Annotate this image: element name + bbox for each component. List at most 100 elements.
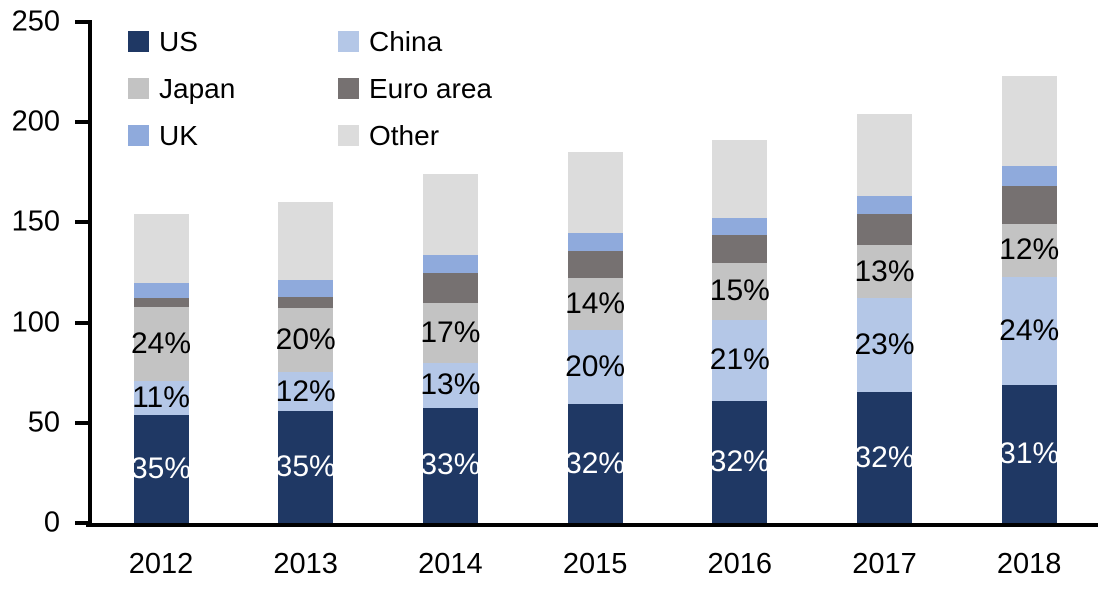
bar-segment-label: 20%	[275, 323, 336, 357]
y-axis-line	[88, 20, 92, 527]
bar-segment	[422, 303, 478, 363]
x-axis-line	[86, 523, 1098, 527]
bar-segment-label: 15%	[709, 274, 770, 308]
legend-item: Euro area	[338, 72, 492, 104]
y-tick-label: 0	[43, 506, 60, 539]
x-category-label: 2016	[707, 548, 773, 580]
bar-segment	[857, 195, 912, 214]
bar-segment	[567, 152, 623, 234]
bar-segment-label: 21%	[709, 343, 770, 377]
legend-label: Other	[369, 119, 440, 151]
x-category-label: 2018	[996, 548, 1062, 580]
legend-item: China	[338, 25, 492, 57]
bar-segment	[133, 306, 189, 381]
bar-segment	[567, 251, 623, 279]
bar-segment	[422, 273, 478, 304]
bar-segment	[567, 404, 623, 523]
bar-segment	[1001, 76, 1057, 167]
bar-segment-label: 20%	[565, 350, 626, 384]
legend-label: Euro area	[369, 72, 492, 104]
y-tick-label: 200	[11, 105, 60, 138]
y-tick-label: 150	[11, 205, 60, 238]
legend-item: Japan	[128, 74, 338, 103]
bar-segment-label: 14%	[565, 287, 626, 321]
bar-segment	[278, 308, 334, 373]
bar-segment-label: 24%	[130, 326, 192, 360]
bar-segment	[567, 330, 623, 405]
bar-segment	[278, 280, 334, 298]
bar-segment	[422, 362, 478, 408]
bar-segment-label: 33%	[420, 448, 481, 482]
bar-segment-label: 12%	[275, 374, 336, 408]
bar-segment	[857, 392, 912, 523]
legend-label: China	[369, 25, 443, 57]
bar-segment	[857, 245, 912, 299]
legend-item: Other	[338, 119, 492, 151]
x-category-label: 2013	[273, 548, 338, 580]
legend-label: US	[159, 25, 198, 57]
bar-segment-label: 11%	[132, 380, 190, 414]
legend-swatch-icon	[338, 31, 359, 52]
legend-label: UK	[159, 119, 198, 151]
bar-segment-label: 24%	[999, 313, 1060, 347]
bar-segment	[1001, 277, 1057, 385]
legend-swatch-icon	[128, 125, 149, 146]
bar-segment	[712, 217, 768, 235]
bar-segment	[712, 262, 768, 321]
y-tick-label: 50	[27, 406, 60, 439]
legend-item: UK	[128, 119, 338, 151]
y-tick-mark	[75, 20, 88, 24]
bar-segment	[1001, 185, 1057, 224]
bar-segment	[712, 320, 768, 401]
legend-swatch-icon	[128, 31, 149, 52]
bar-segment	[278, 202, 334, 281]
bar-segment	[422, 174, 478, 256]
legend-swatch-icon	[338, 78, 359, 99]
y-tick-mark	[75, 120, 88, 125]
bar-segment-label: 17%	[420, 316, 481, 350]
y-tick-mark	[75, 220, 88, 225]
bar-segment	[1001, 223, 1057, 278]
bar-segment-label: 31%	[999, 436, 1060, 470]
bar-segment	[712, 400, 768, 523]
bar-segment	[712, 234, 768, 263]
y-tick-label: 100	[11, 306, 60, 339]
bar-segment	[278, 297, 334, 309]
bar-segment-label: 35%	[275, 449, 336, 483]
legend-swatch-icon	[338, 125, 359, 146]
bar-segment	[133, 380, 189, 415]
bar-segment-label: 13%	[420, 368, 481, 402]
bar-segment-label: 32%	[565, 446, 626, 480]
bar-segment	[133, 414, 189, 523]
bar-segment	[1001, 384, 1057, 523]
bar-segment	[422, 255, 478, 274]
bar-segment	[422, 407, 478, 523]
bar-segment	[567, 278, 623, 331]
legend-swatch-icon	[128, 78, 149, 99]
bar-segment-label: 12%	[999, 233, 1060, 267]
bar-segment	[1001, 166, 1057, 186]
bar-segment-label: 23%	[854, 328, 915, 362]
legend-item: US	[128, 25, 338, 57]
bar-segment	[857, 114, 912, 196]
y-tick-mark	[75, 320, 88, 325]
y-tick-mark	[75, 521, 88, 525]
bar-segment	[857, 298, 912, 393]
bar-segment-label: 32%	[854, 440, 915, 474]
bar-segment	[712, 140, 768, 218]
y-tick-label: 250	[11, 5, 60, 38]
x-category-label: 2017	[852, 548, 917, 580]
bar-segment	[133, 282, 189, 298]
x-category-label: 2014	[418, 548, 483, 580]
x-category-label: 2015	[562, 548, 628, 580]
bar-segment-label: 32%	[709, 444, 770, 478]
bar-segment-label: 35%	[130, 451, 192, 485]
bar-segment	[278, 410, 334, 523]
bar-segment-label: 13%	[854, 254, 915, 288]
x-category-label: 2012	[128, 548, 194, 580]
bar-segment	[133, 214, 189, 283]
bar-segment	[567, 233, 623, 252]
bar-segment	[133, 297, 189, 307]
bar-segment	[278, 372, 334, 411]
